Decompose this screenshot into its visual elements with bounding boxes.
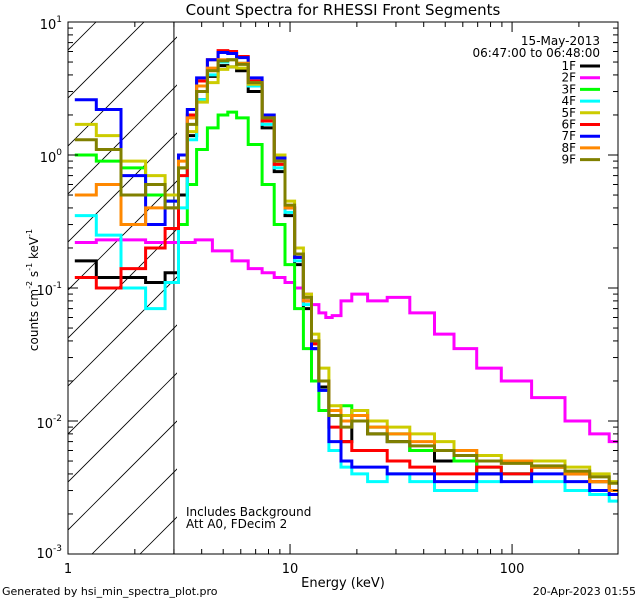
time-range-label: 06:47:00 to 06:48:00 bbox=[473, 46, 600, 60]
footer-generated-by: Generated by hsi_min_spectra_plot.pro bbox=[2, 585, 218, 598]
footer-timestamp: 20-Apr-2023 01:55 bbox=[533, 585, 636, 598]
legend-label-2F: 2F bbox=[561, 71, 576, 85]
legend-label-8F: 8F bbox=[561, 141, 576, 155]
hatch-line bbox=[68, 228, 177, 339]
hatch-line bbox=[68, 180, 177, 291]
y-tick-label-1e0: 100 bbox=[40, 148, 63, 166]
x-tick-label-1: 1 bbox=[64, 562, 72, 577]
legend-label-7F: 7F bbox=[561, 129, 576, 143]
axis-ticks bbox=[67, 22, 619, 555]
series-line-2F bbox=[74, 238, 618, 444]
y-axis-label: counts cm-2 s-1 keV-1 bbox=[25, 229, 41, 351]
annotation-attenuator: Att A0, FDecim 2 bbox=[186, 517, 287, 531]
y-tick-label-1e-3: 10-3 bbox=[36, 544, 62, 562]
date-label: 15-May-2013 bbox=[521, 34, 600, 48]
series-line-7F bbox=[74, 51, 618, 496]
legend-label-5F: 5F bbox=[561, 106, 576, 120]
y-tick-label-1e-2: 10-2 bbox=[36, 414, 62, 432]
legend-label-4F: 4F bbox=[561, 94, 576, 108]
legend-label-3F: 3F bbox=[561, 82, 576, 96]
legend-label-1F: 1F bbox=[561, 59, 576, 73]
hatch-line bbox=[68, 372, 177, 483]
y-tick-label-1e-1: 10-1 bbox=[36, 281, 62, 299]
series-layer bbox=[74, 49, 618, 503]
x-tick-label-10: 10 bbox=[282, 562, 299, 577]
legend-label-6F: 6F bbox=[561, 118, 576, 132]
hatch-line bbox=[68, 420, 177, 531]
x-tick-label-100: 100 bbox=[500, 562, 525, 577]
chart-title: Count Spectra for RHESSI Front Segments bbox=[186, 1, 501, 19]
annotation-background: Includes Background bbox=[186, 505, 311, 519]
y-tick-label-1e1: 101 bbox=[40, 15, 62, 33]
legend-label-9F: 9F bbox=[561, 153, 576, 167]
hatch-line bbox=[68, 22, 145, 99]
attenuated-region-hatch bbox=[68, 22, 177, 554]
hatch-line bbox=[68, 36, 177, 147]
series-line-9F bbox=[74, 58, 618, 485]
x-axis-label: Energy (keV) bbox=[301, 576, 385, 591]
